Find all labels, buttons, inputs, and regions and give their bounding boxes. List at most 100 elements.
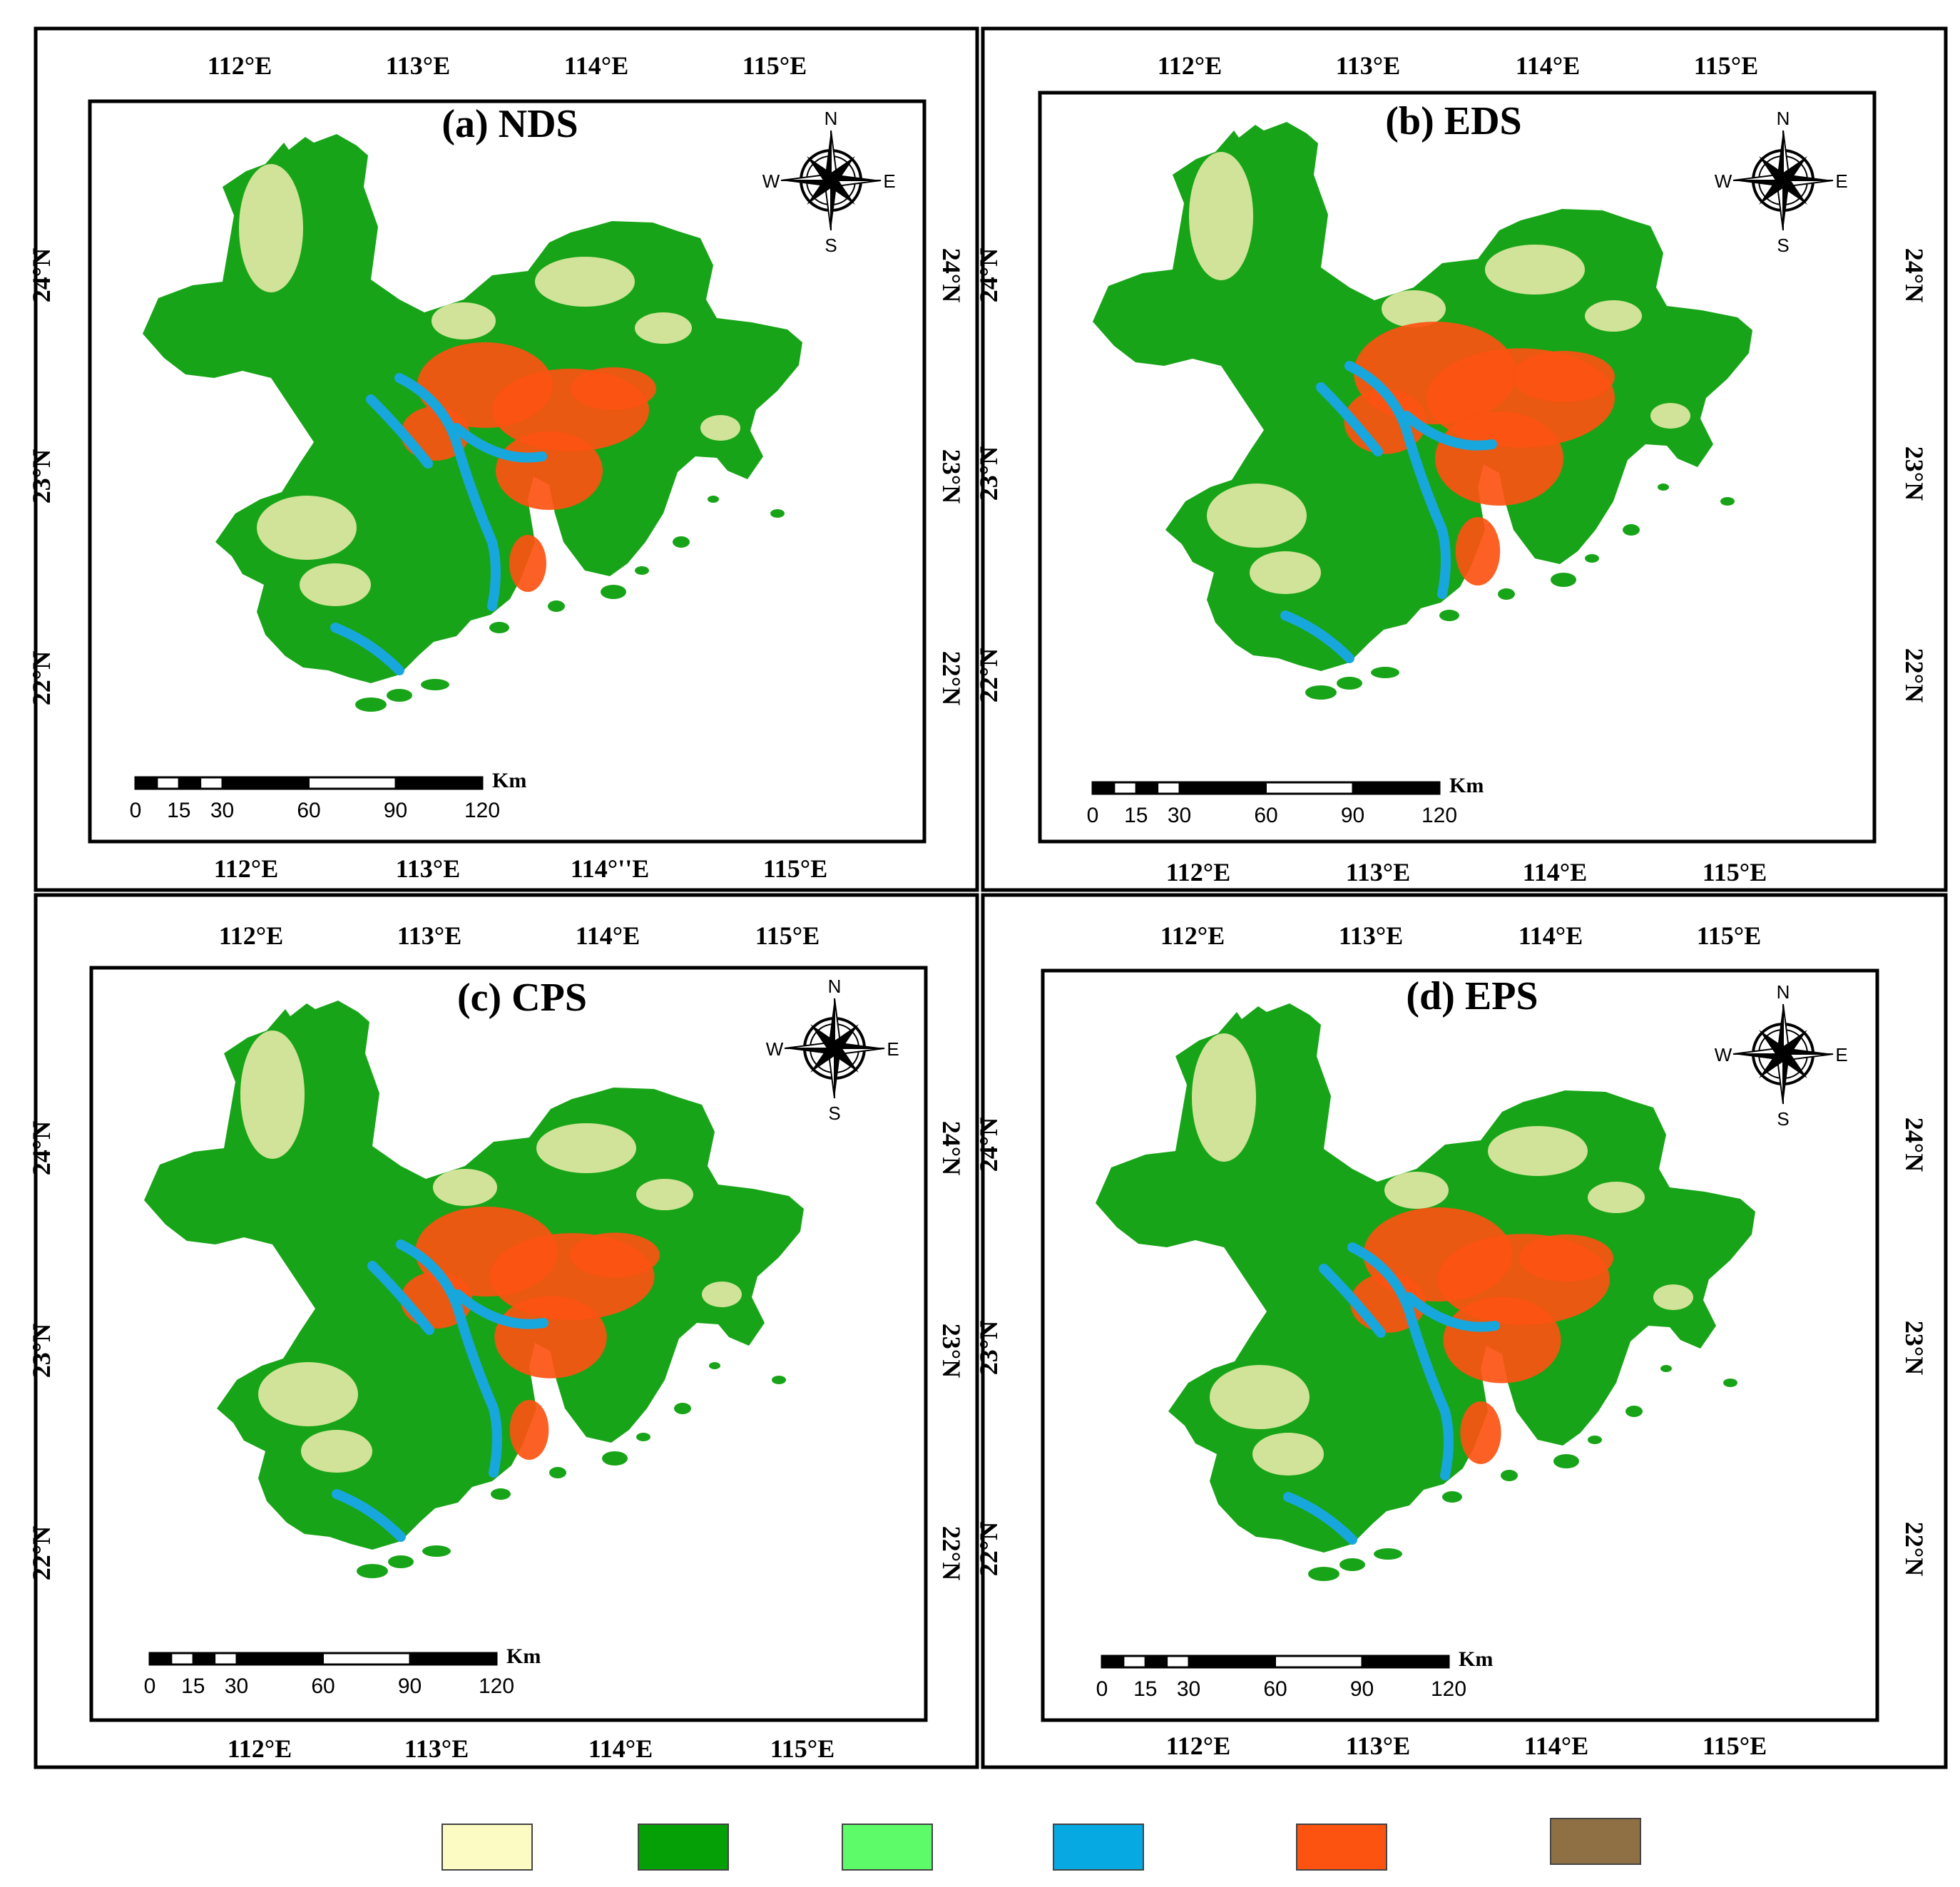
cropland-patch [1189,152,1253,280]
cropland-patch [300,563,371,606]
cropland-patch [1488,1126,1588,1176]
scale-label: 0 [1096,1677,1108,1701]
lon-label-bottom: 113°E [396,854,460,883]
cropland-patch [1207,484,1307,548]
water-river [1280,610,1354,663]
lat-label-right: 24°N [1900,1118,1929,1172]
scale-label: 30 [210,799,234,822]
urban-patch [571,367,656,410]
water-river [1402,411,1497,451]
island [674,1403,691,1414]
compass-n-label: N [828,976,842,997]
cropland-patch [301,1430,372,1473]
island [1723,1379,1737,1387]
scale-unit: Km [506,1645,541,1668]
scale-label: 120 [1431,1677,1466,1701]
panel-border [34,26,979,892]
urban-patch [1443,1297,1561,1384]
island [421,679,449,690]
cropland-patch [535,257,635,307]
lon-label-top: 112°E [1158,51,1222,80]
scale-label: 0 [130,799,142,822]
cropland-patch [1650,403,1690,429]
lat-label-right: 23°N [937,1324,966,1378]
island [1658,484,1669,491]
lon-label-top: 115°E [1694,51,1758,80]
scale-bar: 0 15 30 60 90 120 Km [1087,774,1484,827]
urban-patch [509,1400,549,1460]
lon-label-top: 114°E [1516,51,1580,80]
compass-n-label: N [1777,108,1790,129]
urban-patch [509,535,546,592]
compass-s-label: S [1777,1108,1789,1130]
compass-rose-icon: N S E W [1715,981,1848,1130]
compass-w-label: W [1715,170,1732,192]
compass-s-label: S [1777,235,1789,256]
scale-unit: Km [1449,774,1484,797]
island [1371,667,1399,678]
water-river [1283,1492,1357,1545]
island [1585,554,1599,563]
lon-label-bottom: 114°E [588,1734,653,1763]
lon-label-top: 113°E [1336,51,1400,80]
island [1553,1454,1579,1468]
cropland-patch [1485,245,1585,295]
island [387,689,412,702]
map-panel-1: (a) NDS 112°E 113°E 114°E 115°E 112°E 113°E 114… [27,26,979,892]
compass-w-label: W [1715,1044,1732,1065]
island [422,1545,451,1557]
urban-patch [494,1296,607,1379]
compass-e-label: E [1835,170,1847,192]
cropland-patch [1585,300,1642,332]
lon-label-bottom: 114°''E [571,854,649,883]
lon-label-bottom: 113°E [1346,858,1410,886]
cropland-patch [702,1282,742,1307]
lon-label-top: 113°E [1339,921,1403,950]
lat-label-left: 24°N [27,1121,56,1175]
lon-label-top: 115°E [742,51,807,80]
lat-label-right: 23°N [1900,446,1929,501]
compass-e-label: E [887,1038,899,1060]
scale-label: 15 [167,799,190,822]
island [549,1467,566,1478]
island [1498,588,1515,600]
urban-patch [1435,411,1563,506]
lon-label-top: 114°E [1519,921,1583,950]
island [1305,685,1337,700]
island [636,1433,650,1441]
compass-e-label: E [883,170,895,192]
island [1439,610,1459,621]
lon-label-bottom: 115°E [763,854,827,883]
panel-title: (a) NDS [441,102,578,146]
water-river [332,1489,406,1542]
island [1308,1567,1339,1581]
scale-bar: 0 15 30 60 90 120 Km [144,1645,541,1698]
lat-label-left: 22°N [27,651,56,705]
island [1442,1491,1462,1503]
scale-label: 120 [479,1674,514,1698]
island [357,1564,388,1578]
cropland-patch [433,1169,497,1206]
compass-rose-icon: N S E W [766,976,899,1124]
lon-label-bottom: 114°E [1523,858,1587,886]
water-river [366,394,433,469]
legend-swatch-3 [842,1824,933,1871]
scale-label: 60 [1254,804,1277,827]
compass-rose-icon: N S E W [1715,108,1848,256]
island [1551,573,1576,587]
lon-label-bottom: 115°E [1703,1732,1767,1760]
lat-label-right: 22°N [1900,1522,1929,1576]
lat-label-left: 23°N [27,1324,56,1378]
cropland-patch [1384,1172,1449,1209]
island [1339,1558,1365,1571]
legend [441,1818,1641,1871]
water-river [1319,1264,1386,1338]
legend-swatch-4 [1053,1824,1144,1871]
land-use-map [144,1001,804,1578]
compass-rose-icon: N S E W [762,108,896,256]
island [1588,1436,1602,1444]
island [601,585,626,599]
scale-label: 15 [1133,1677,1157,1701]
lat-label-left: 23°N [974,446,1003,501]
